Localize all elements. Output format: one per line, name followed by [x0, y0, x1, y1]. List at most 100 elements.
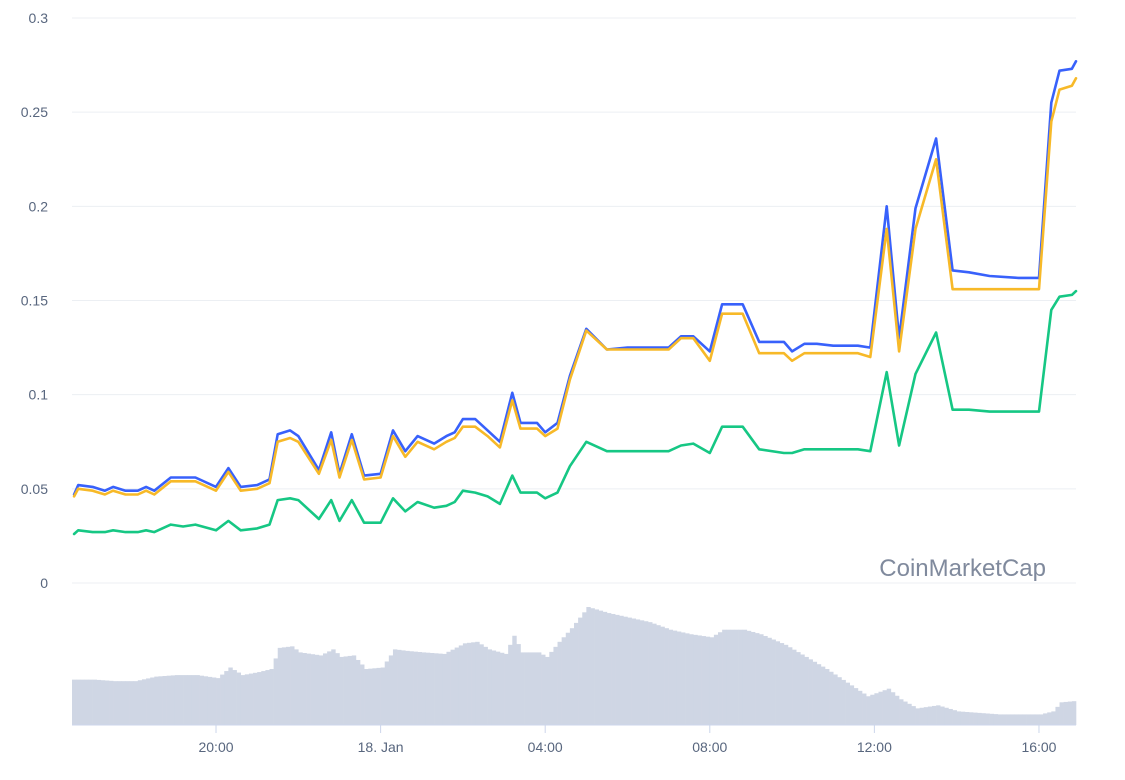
volume-bar: [726, 629, 731, 725]
volume-bar: [129, 681, 135, 725]
volume-bar: [919, 707, 925, 725]
volume-bar: [532, 652, 538, 725]
volume-bar: [981, 713, 986, 725]
volume-bar: [697, 635, 702, 725]
volume-bar: [380, 667, 386, 725]
volume-bar: [853, 688, 859, 725]
volume-bar: [1063, 701, 1069, 725]
volume-bar: [376, 667, 381, 725]
volume-bar: [709, 637, 715, 725]
volume-bar: [816, 664, 822, 725]
volume-bar: [948, 708, 953, 725]
x-tick-label: 20:00: [198, 739, 233, 755]
volume-bar: [1018, 714, 1023, 725]
volume-bar: [734, 629, 739, 725]
volume-bar: [253, 672, 258, 725]
volume-bar: [722, 629, 727, 725]
volume-bar: [862, 693, 867, 725]
volume-bar: [364, 669, 369, 725]
volume-bar: [845, 682, 850, 725]
volume-bar: [397, 649, 402, 725]
volume-bar: [434, 653, 439, 725]
volume-bar: [701, 636, 706, 725]
volume-bar: [557, 641, 562, 725]
volume-bar: [713, 634, 719, 725]
volume-bar: [833, 674, 838, 725]
volume-bar: [269, 669, 274, 725]
volume-bar: [240, 675, 246, 725]
volume-bar: [837, 677, 842, 725]
volume-bar: [306, 653, 311, 725]
volume-bar: [228, 667, 233, 725]
volume-bar: [911, 706, 916, 725]
volume-bar: [631, 618, 637, 725]
volume-bar: [137, 680, 143, 725]
volume-bar: [730, 629, 735, 725]
volume-bar: [88, 679, 93, 725]
volume-bar: [146, 678, 151, 725]
volume-bar: [931, 705, 937, 725]
volume-bar: [759, 634, 764, 725]
volume-bar: [1026, 714, 1032, 725]
volume-bar: [405, 650, 410, 725]
grid-lines: [72, 17, 1076, 584]
volume-bar: [635, 619, 641, 725]
volume-bar: [792, 649, 797, 725]
volume-bars: [72, 607, 1077, 725]
volume-bar: [829, 671, 834, 725]
volume-bar: [133, 681, 139, 725]
volume-bar: [643, 621, 649, 725]
volume-bar: [236, 672, 242, 725]
volume-bar: [787, 647, 793, 725]
volume-bar: [508, 644, 513, 725]
volume-bar: [220, 674, 225, 725]
y-tick-label: 0.25: [21, 104, 48, 120]
volume-bar: [598, 610, 604, 725]
volume-bar: [718, 632, 723, 725]
volume-bar: [569, 628, 575, 725]
volume-bar: [866, 696, 871, 725]
volume-bar: [870, 694, 875, 725]
volume-bar: [882, 690, 888, 725]
volume-bar: [429, 653, 435, 725]
volume-bar: [680, 632, 686, 725]
volume-bar: [1030, 714, 1036, 725]
x-tick-label: 08:00: [692, 739, 727, 755]
volume-bar: [174, 675, 180, 725]
coinmarketcap-watermark: CoinMarketCap: [879, 555, 1046, 582]
volume-bar: [936, 705, 941, 725]
x-tick-label: 18. Jan: [358, 739, 404, 755]
volume-bar: [458, 645, 464, 725]
volume-bar: [248, 673, 254, 725]
volume-bar: [294, 649, 299, 725]
volume-bar: [944, 707, 949, 725]
volume-bar: [627, 617, 632, 725]
volume-bar: [985, 713, 990, 725]
volume-bar: [121, 681, 126, 725]
volume-bar: [388, 655, 394, 725]
volume-bar: [244, 674, 250, 725]
volume-bar: [450, 649, 455, 725]
volume-bar: [442, 653, 447, 725]
volume-bar: [606, 613, 612, 725]
volume-bar: [993, 714, 999, 725]
volume-bar: [298, 652, 303, 725]
volume-bar: [553, 646, 558, 725]
volume-bar: [956, 711, 962, 725]
volume-bar: [1014, 714, 1019, 725]
volume-bar: [211, 677, 217, 725]
volume-bar: [351, 655, 357, 725]
volume-bar: [820, 666, 826, 725]
volume-bar: [841, 679, 846, 725]
volume-bar: [343, 656, 348, 725]
volume-bar: [989, 713, 995, 725]
volume-bar: [72, 679, 77, 725]
volume-bar: [310, 654, 316, 725]
volume-bar: [705, 636, 711, 725]
volume-bar: [339, 656, 344, 725]
volume-bar: [290, 646, 295, 725]
volume-bar: [257, 672, 262, 725]
volume-bar: [1071, 701, 1077, 725]
volume-bar: [586, 607, 591, 725]
